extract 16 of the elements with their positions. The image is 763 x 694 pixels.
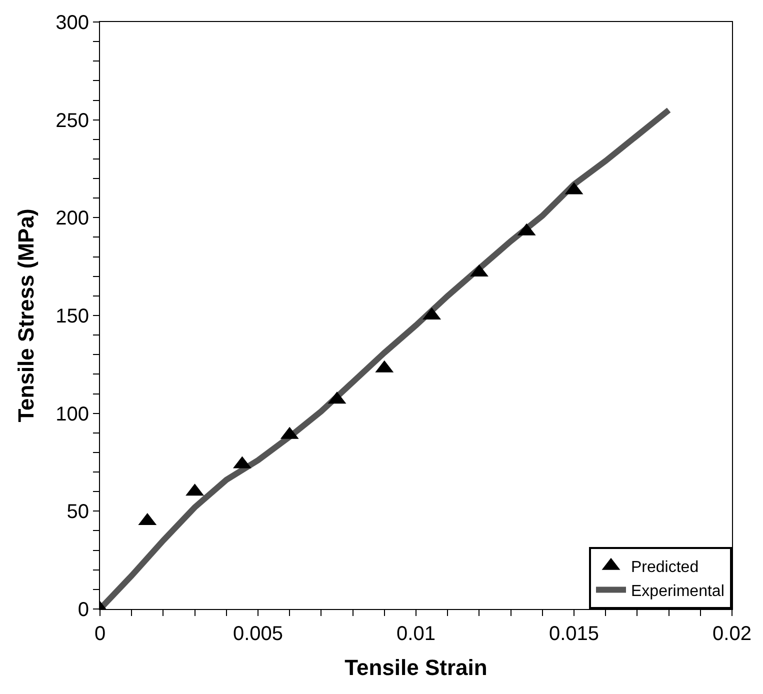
y-tick-label: 100 — [56, 403, 89, 426]
y-tick-label: 50 — [66, 501, 89, 524]
x-axis-title: Tensile Strain — [344, 654, 488, 680]
legend-label: Predicted — [631, 559, 699, 576]
y-tick-label: 250 — [56, 110, 89, 132]
x-tick-label: 0.02 — [712, 623, 752, 645]
x-tick-label: 0.015 — [548, 623, 600, 645]
x-tick-label: 0 — [94, 623, 106, 645]
y-tick-label: 200 — [56, 208, 89, 230]
legend-label: Experimental — [631, 582, 724, 600]
x-tick-label: 0.01 — [396, 623, 436, 645]
y-tick-label: 300 — [56, 12, 89, 34]
y-axis-title: Tensile Stress (MPa) — [13, 208, 38, 422]
x-tick-label: 0.005 — [232, 623, 284, 645]
y-tick-label: 0 — [78, 599, 89, 621]
y-tick-label: 150 — [56, 306, 89, 328]
